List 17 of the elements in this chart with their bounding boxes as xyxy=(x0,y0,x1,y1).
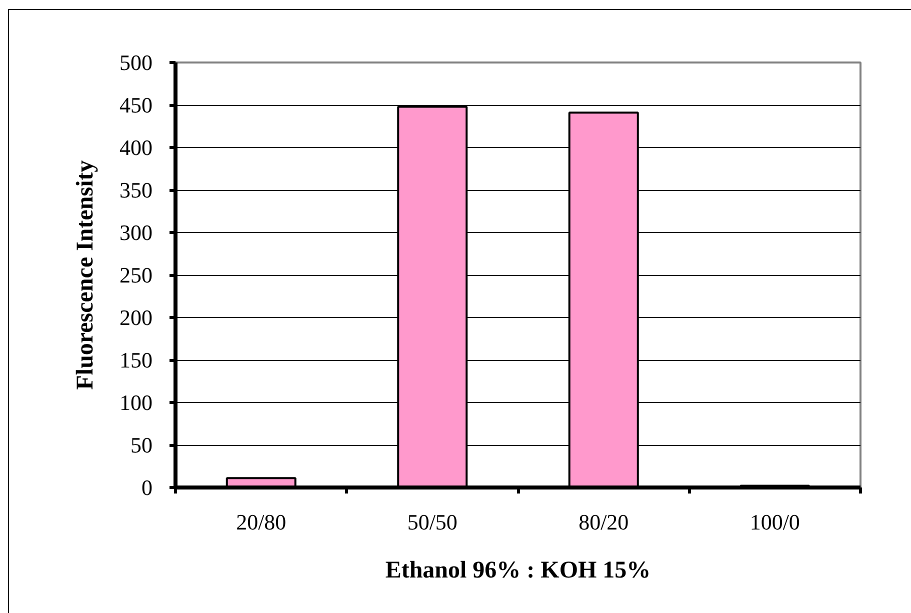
x-tick-label: 50/50 xyxy=(407,510,458,534)
y-tick-label: 200 xyxy=(120,305,152,330)
y-tick-label: 50 xyxy=(130,432,152,458)
y-tick-label: 0 xyxy=(142,475,152,500)
y-tick-label: 450 xyxy=(120,92,152,118)
x-tick-label: 20/80 xyxy=(236,510,286,534)
y-tick-label: 100 xyxy=(120,390,152,415)
y-tick-label: 150 xyxy=(120,348,152,372)
y-tick-label: 400 xyxy=(120,135,152,160)
x-axis-title: Ethanol 96% : KOH 15% xyxy=(385,558,651,584)
y-tick-label: 250 xyxy=(120,262,152,288)
y-tick-label: 300 xyxy=(120,220,152,245)
x-tick-label: 100/0 xyxy=(750,510,800,534)
y-axis-title: Fluorescence Intensity xyxy=(72,160,98,390)
y-tick-label: 500 xyxy=(120,50,152,75)
x-tick-label: 80/20 xyxy=(578,510,629,534)
y-tick-label: 350 xyxy=(120,178,152,202)
